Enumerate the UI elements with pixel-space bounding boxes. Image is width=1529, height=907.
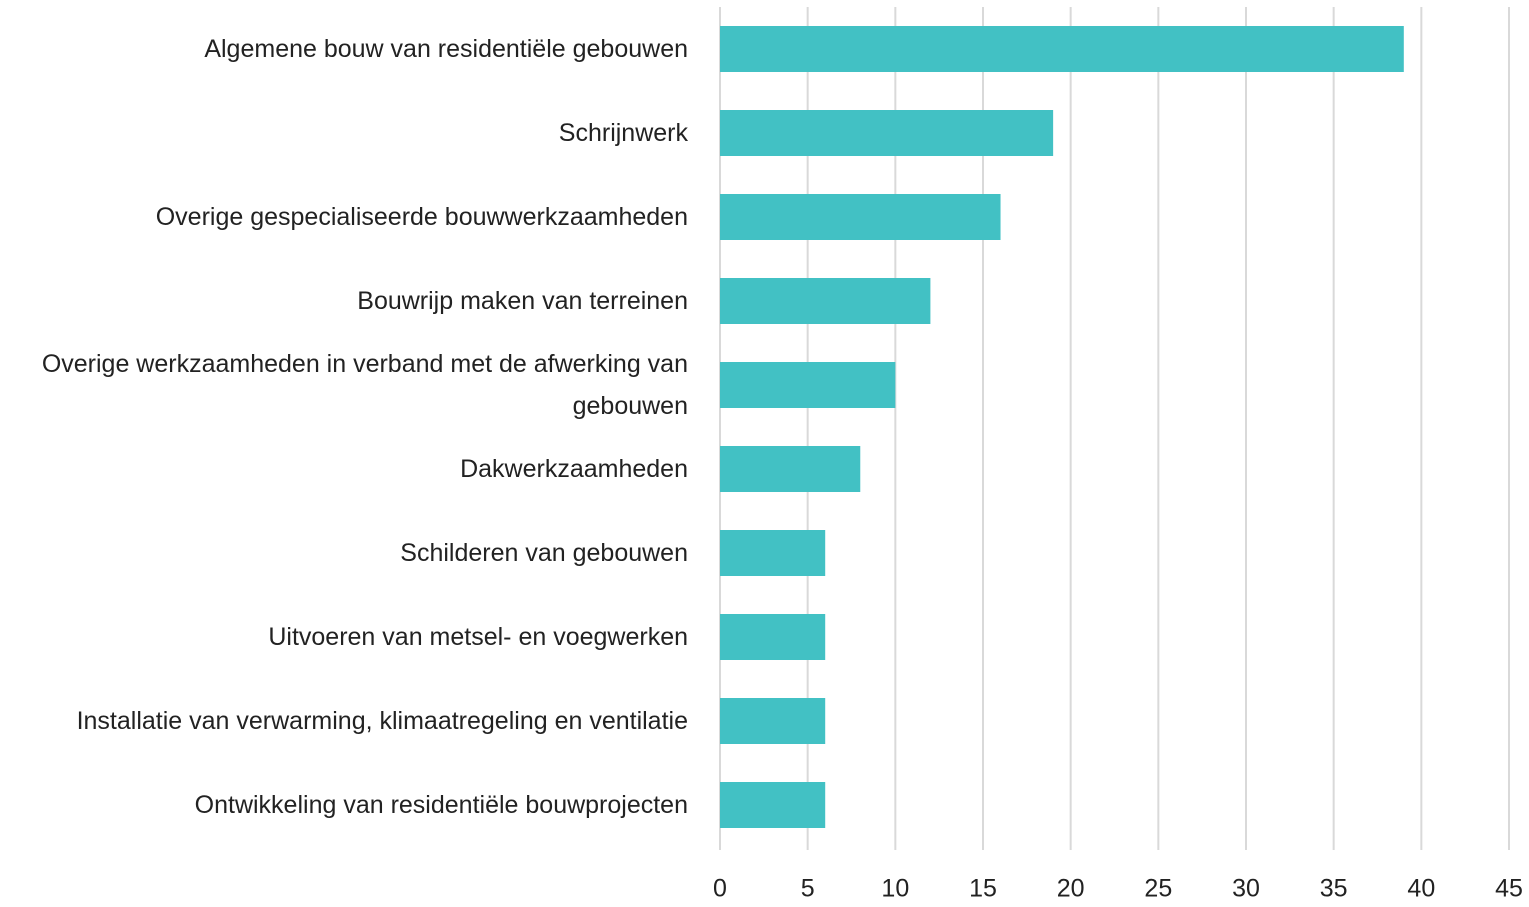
bar bbox=[720, 278, 931, 324]
x-tick-label: 0 bbox=[713, 875, 727, 903]
bar bbox=[720, 446, 861, 492]
bar bbox=[720, 362, 896, 408]
y-tick-label: Installatie van verwarming, klimaatregel… bbox=[76, 707, 688, 735]
bar bbox=[720, 698, 826, 744]
x-tick-label: 25 bbox=[1144, 875, 1172, 903]
bar bbox=[720, 110, 1054, 156]
x-tick-label: 10 bbox=[881, 875, 909, 903]
bar bbox=[720, 194, 1001, 240]
x-tick-label: 5 bbox=[801, 875, 815, 903]
y-tick-label: Schrijnwerk bbox=[558, 119, 688, 147]
x-tick-label: 30 bbox=[1232, 875, 1260, 903]
x-tick-label: 35 bbox=[1320, 875, 1348, 903]
y-tick-label: Bouwrijp maken van terreinen bbox=[357, 287, 688, 315]
x-tick-label: 45 bbox=[1495, 875, 1523, 903]
y-tick-label: Uitvoeren van metsel- en voegwerken bbox=[268, 623, 688, 651]
bar bbox=[720, 26, 1404, 72]
bar bbox=[720, 530, 826, 576]
y-tick-label: Dakwerkzaamheden bbox=[460, 455, 688, 483]
x-tick-label: 15 bbox=[969, 875, 997, 903]
bar bbox=[720, 614, 826, 660]
y-tick-label: Overige werkzaamheden in verband met de … bbox=[41, 350, 688, 420]
y-tick-label: Ontwikkeling van residentiële bouwprojec… bbox=[194, 791, 688, 819]
y-tick-label: Overige gespecialiseerde bouwwerkzaamhed… bbox=[155, 203, 688, 231]
y-tick-label: Algemene bouw van residentiële gebouwen bbox=[204, 35, 688, 63]
x-tick-label: 40 bbox=[1407, 875, 1435, 903]
y-tick-label: Schilderen van gebouwen bbox=[400, 539, 688, 567]
x-tick-label: 20 bbox=[1057, 875, 1085, 903]
bar bbox=[720, 782, 826, 828]
